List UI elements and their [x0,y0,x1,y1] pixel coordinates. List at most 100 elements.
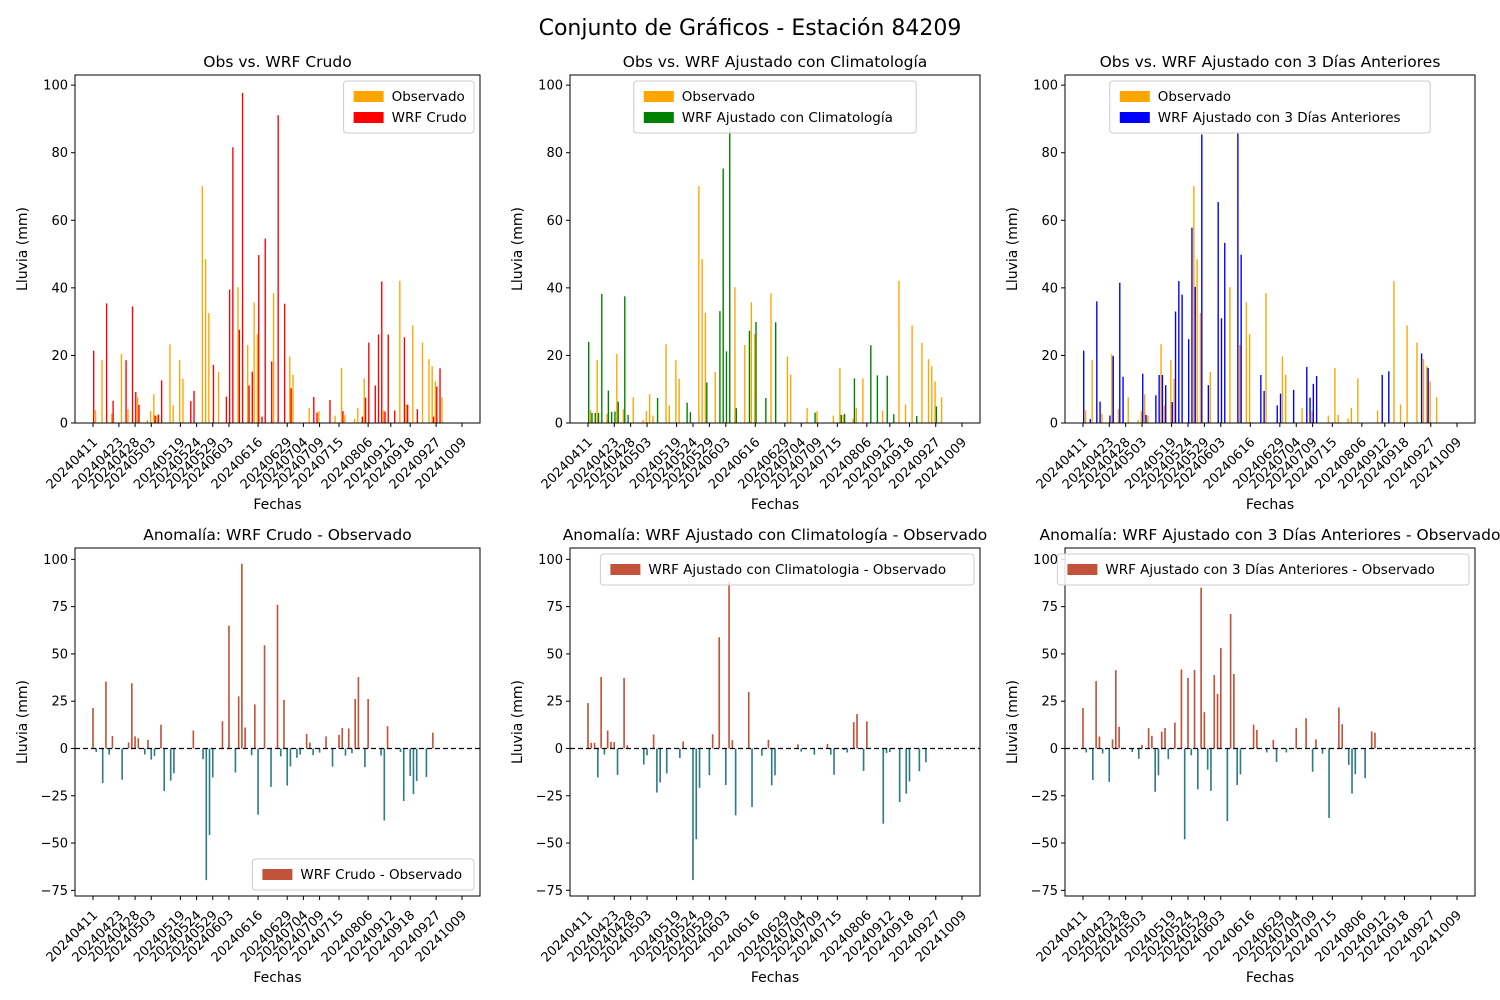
y-tick-label: 0 [1050,742,1058,757]
anomaly-bar-20 [1147,728,1150,749]
bar-observado-14 [136,397,139,423]
legend-label: Observado [392,89,465,105]
bar-wrf-6 [607,390,610,423]
anomaly-bar-95 [898,748,901,802]
bar-observado-36 [208,312,210,423]
bar-wrf-12 [131,306,134,423]
anomaly-bar-6 [111,736,114,749]
bar-observado-78 [344,414,346,423]
anomaly-bar-29 [682,741,684,749]
y-tick-label: 75 [1041,600,1058,615]
bar-wrf-19 [154,415,156,423]
bar-wrf-29 [1178,281,1180,423]
y-tick-label: 25 [1041,695,1058,710]
bar-wrf-100 [416,409,419,423]
bar-observado-34 [201,186,204,423]
bar-wrf-64 [1292,389,1295,423]
anomaly-bar-66 [305,733,308,749]
anomaly-bar-68 [1305,718,1307,749]
bar-wrf-54 [1260,375,1262,423]
x-axis-label: Fechas [1246,497,1294,513]
bar-wrf-105 [432,416,435,423]
anomaly-bar-0 [92,708,94,749]
chart-panel-3: 0204060801002024041120240423202404282024… [1005,53,1476,513]
legend-swatch [353,112,384,123]
anomaly-bar-11 [623,677,625,749]
bar-observado-35 [204,259,207,423]
bar-observado-51 [1248,334,1251,423]
anomaly-bar-82 [357,676,360,749]
anomaly-bar-18 [150,748,153,760]
bar-observado-39 [217,371,220,423]
bar-wrf-96 [403,337,406,423]
bar-wrf-93 [893,414,895,423]
bar-observado-90 [382,410,385,423]
bar-observado-28 [182,378,184,423]
bar-observado-17 [642,419,644,423]
anomaly-bar-86 [1364,748,1366,779]
anomaly-bar-21 [160,724,162,749]
bar-wrf-69 [316,412,318,423]
y-tick-label: 80 [546,146,563,161]
bar-observado-108 [441,397,443,423]
bar-wrf-13 [135,391,137,423]
anomaly-bar-21 [656,748,658,793]
anomaly-bar-79 [1341,724,1343,749]
bar-wrf-103 [1420,353,1423,423]
bar-wrf-31 [689,412,692,423]
bar-observado-106 [1429,381,1431,423]
anomaly-bar-17 [642,748,645,765]
bar-wrf-57 [277,115,279,424]
chart-panel-1: 0204060801002024041120240423202404282024… [15,53,481,513]
y-tick-label: 100 [538,79,563,94]
y-axis-label: Lluvia (mm) [15,680,31,764]
anomaly-bar-53 [761,748,763,756]
bar-wrf-30 [1181,294,1183,423]
anomaly-bar-81 [852,722,855,749]
bar-observado-62 [1285,374,1287,423]
y-axis-label: Lluvia (mm) [510,207,526,291]
anomaly-bar-12 [626,745,629,749]
y-tick-label: 20 [546,349,563,364]
bar-wrf-36 [706,382,708,423]
bar-observado-25 [172,405,174,423]
anomaly-bar-8 [613,742,616,749]
y-tick-label: 50 [51,647,68,662]
bar-observado-36 [1199,312,1202,423]
bar-wrf-73 [329,400,331,423]
bar-observado-95 [1393,280,1395,423]
bar-wrf-31 [193,390,195,423]
bar-observado-18 [149,411,152,423]
anomaly-bar-34 [202,748,204,760]
anomaly-bar-75 [1328,748,1330,818]
bar-observado-77 [340,367,343,423]
anomaly-bar-79 [347,728,350,749]
anomaly-bar-76 [338,734,340,749]
bar-observado-77 [839,367,841,423]
y-tick-label: −50 [1031,837,1058,852]
y-tick-label: 75 [51,600,68,615]
bar-observado-82 [357,407,359,423]
anomaly-bar-3 [597,748,599,778]
bar-observado-35 [701,259,703,423]
y-tick-label: 100 [1033,553,1058,568]
bar-wrf-53 [264,238,266,423]
anomaly-bar-43 [728,581,730,749]
anomaly-bar-25 [173,748,175,774]
bar-wrf-22 [1155,395,1157,423]
bar-observado-56 [770,293,772,423]
bar-observado-11 [1117,409,1120,423]
bar-observado-102 [421,342,424,423]
anomaly-bar-9 [1111,739,1114,749]
plot-area [570,548,980,896]
bar-wrf-25 [1165,385,1167,423]
anomaly-bar-45 [237,696,240,749]
bar-observado-19 [1143,394,1146,423]
anomaly-bar-85 [367,698,369,749]
anomaly-bar-58 [279,748,282,757]
bar-observado-50 [1245,302,1248,423]
anomaly-bar-81 [354,698,356,749]
anomaly-bar-55 [767,739,770,749]
anomaly-bar-95 [399,748,402,753]
